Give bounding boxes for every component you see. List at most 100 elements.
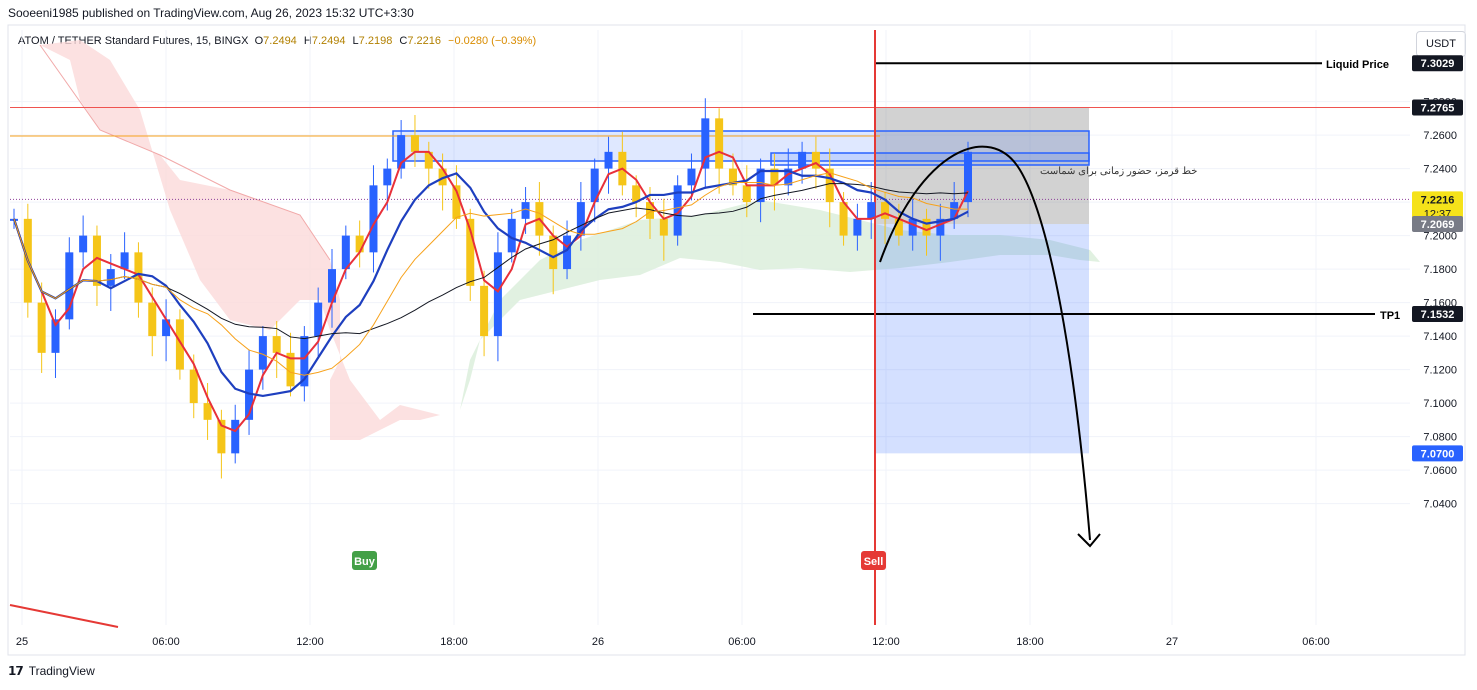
- y-tick-label: 7.0800: [1423, 432, 1457, 444]
- x-tick-label: 26: [592, 636, 604, 648]
- candle-body: [742, 185, 751, 203]
- close-label: C: [399, 35, 408, 47]
- candle-body: [950, 202, 959, 219]
- indicator-lines: [12, 150, 969, 433]
- candle-body: [563, 235, 572, 270]
- candle-body: [715, 118, 724, 169]
- open-value: 7.2494: [263, 35, 297, 47]
- tp1-label: TP1: [1380, 310, 1400, 322]
- candle-body: [493, 252, 502, 337]
- y-tick-label: 7.1800: [1423, 264, 1457, 276]
- candle-body: [51, 319, 60, 353]
- price-tag-label: 7.1532: [1421, 309, 1455, 321]
- price-tag: [1412, 191, 1463, 222]
- arrow-head-icon: [1077, 533, 1101, 548]
- tenkan-line: [13, 150, 969, 433]
- candle-body: [867, 202, 876, 219]
- footer: 𝟭𝟳 TradingView: [8, 664, 95, 678]
- candle-body: [162, 319, 171, 337]
- candle-body: [452, 185, 461, 219]
- price-tag-label: 7.2216: [1421, 194, 1455, 206]
- x-tick-label: 06:00: [152, 636, 180, 648]
- candle-body: [106, 269, 115, 286]
- candle-body: [576, 202, 585, 236]
- x-tick-label: 12:00: [296, 636, 324, 648]
- candle-body: [466, 218, 475, 286]
- candle-body: [590, 168, 599, 203]
- footer-brand[interactable]: TradingView: [28, 664, 95, 678]
- close-value: 7.2216: [407, 35, 441, 47]
- x-tick-label: 12:00: [872, 636, 900, 648]
- symbol-legend: ATOM / TETHER Standard Futures, 15, BING…: [18, 35, 536, 47]
- x-tick-label: 06:00: [728, 636, 756, 648]
- candle-body: [341, 235, 350, 270]
- high-value: 7.2494: [311, 35, 346, 47]
- candle-body: [798, 151, 807, 169]
- x-tick-label: 27: [1166, 636, 1178, 648]
- price-axis[interactable]: 7.28007.26007.24007.22007.20007.18007.16…: [1412, 55, 1463, 511]
- candle-body: [604, 151, 613, 169]
- candle-body: [300, 336, 309, 387]
- trend-line: [9, 604, 119, 628]
- candle-body: [881, 202, 890, 219]
- annotations: Liquid Price TP1 خط قرمز، حضور زمانی برای …: [352, 59, 1400, 570]
- candle-body: [811, 151, 820, 169]
- candle-body: [189, 369, 198, 404]
- candle-body: [659, 218, 668, 236]
- candle-body: [383, 168, 392, 186]
- candle-body: [424, 151, 433, 169]
- horizontal-levels: [9, 30, 1410, 628]
- open-label: O: [254, 35, 264, 47]
- candle-body: [936, 218, 945, 236]
- buy-signal-label: Buy: [354, 556, 376, 568]
- candle-body: [770, 168, 779, 186]
- ma-black-line: [13, 183, 969, 340]
- candle-body: [397, 135, 406, 169]
- price-tag: [1412, 55, 1463, 72]
- candle-body: [825, 168, 834, 203]
- price-tag: [1412, 216, 1463, 233]
- kijun-line: [12, 169, 969, 398]
- candle-body: [673, 185, 682, 236]
- candle-body: [328, 269, 336, 303]
- candle-body: [314, 302, 323, 337]
- candle-body: [410, 135, 419, 152]
- sell-signal-badge: [861, 551, 886, 570]
- candle-body: [839, 202, 848, 236]
- price-tag-label: 7.2069: [1421, 219, 1455, 231]
- price-tag: [1412, 305, 1463, 322]
- y-tick-label: 7.2600: [1423, 130, 1457, 142]
- price-tag-label: 7.3029: [1421, 58, 1455, 70]
- high-label: H: [303, 35, 312, 47]
- stop-zone: [876, 107, 1089, 225]
- candle-body: [701, 118, 710, 169]
- candle-body: [964, 151, 972, 203]
- y-tick-label: 7.0400: [1423, 499, 1457, 511]
- candle-body: [175, 319, 184, 370]
- y-tick-label: 7.1000: [1423, 398, 1457, 410]
- candle-body: [894, 218, 903, 236]
- price-tag-label: 7.2765: [1421, 102, 1455, 114]
- candle-body: [120, 252, 129, 270]
- candle-body: [728, 168, 737, 186]
- sell-signal-label: Sell: [864, 556, 884, 568]
- candle-body: [646, 202, 654, 219]
- time-axis[interactable]: 25 06:00 12:00 18:00 26 06:00 12:00 18:00 27 06:0…: [16, 636, 1330, 648]
- candle-body: [480, 285, 489, 337]
- candle-body: [231, 419, 240, 454]
- candle-body: [286, 352, 295, 387]
- price-tag: [1412, 445, 1463, 462]
- y-tick-label: 7.1200: [1423, 365, 1457, 377]
- price-tag-label: 7.0700: [1421, 448, 1455, 460]
- y-tick-label: 7.0600: [1423, 465, 1457, 477]
- candle-body: [922, 218, 931, 236]
- candle-body: [784, 168, 793, 186]
- y-tick-label: 7.1400: [1423, 331, 1457, 343]
- y-tick-label: 7.2000: [1423, 231, 1457, 243]
- candle-body: [521, 202, 530, 219]
- candle-body: [687, 168, 696, 186]
- candle-body: [245, 369, 254, 420]
- cloud-bearish: [40, 40, 440, 440]
- x-tick-label: 25: [16, 636, 28, 648]
